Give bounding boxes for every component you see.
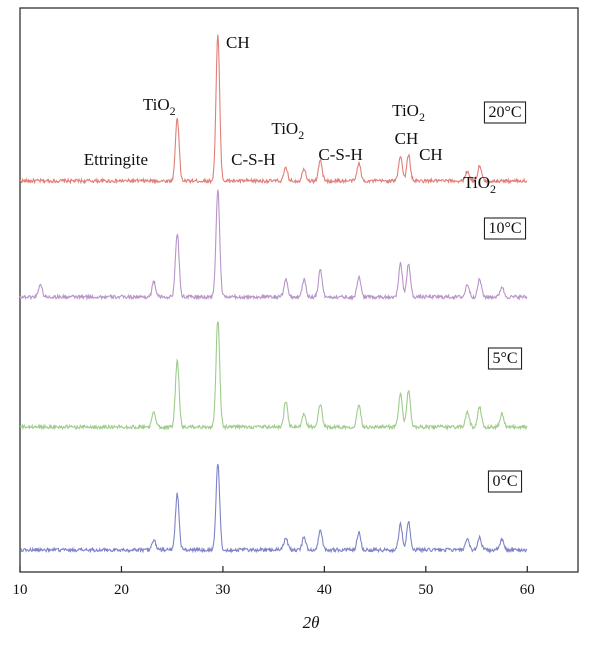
x-tick-label: 40	[317, 582, 332, 598]
series-label-text: 0°C	[492, 473, 517, 490]
x-tick-label: 10	[13, 582, 28, 598]
ticks-layer: 10 20 30 40 50 60	[13, 566, 535, 598]
peak-label: TiO2	[392, 101, 425, 124]
series-label: 20°C	[483, 101, 527, 124]
series-label-text: 10°C	[488, 220, 521, 237]
peak-label: TiO2	[143, 95, 176, 118]
series-label: 10°C	[483, 217, 527, 240]
series-label: 0°C	[487, 470, 523, 493]
x-axis-title: 2θ	[303, 613, 320, 632]
x-tick-label: 30	[215, 582, 230, 598]
x-tick-label: 60	[520, 582, 535, 598]
peak-label: CH	[226, 33, 250, 52]
peak-label: C-S-H	[318, 145, 362, 164]
peak-label: C-S-H	[231, 150, 275, 169]
series-label-box	[487, 470, 523, 493]
series-line-2	[19, 321, 528, 431]
series-line-0	[19, 34, 528, 185]
peak-label: TiO2	[463, 173, 496, 196]
x-tick-label: 50	[418, 582, 433, 598]
labels-layer: 20°C 10°C 5°C 0°C Ettringite TiO2 CH C-S-H TiO2 C…	[84, 33, 527, 493]
series-label: 5°C	[487, 347, 523, 370]
peak-label: Ettringite	[84, 150, 148, 169]
peak-label: CH	[395, 129, 419, 148]
series-label-text: 20°C	[488, 104, 521, 121]
series-line-1	[19, 189, 528, 301]
series-label-text: 5°C	[492, 350, 517, 367]
plot-border	[19, 7, 579, 573]
plot-frame	[19, 7, 579, 573]
peak-label: TiO2	[271, 119, 304, 142]
series-line-3	[19, 463, 528, 554]
x-tick-label: 20	[114, 582, 129, 598]
series-label-box	[483, 101, 527, 124]
series-label-box	[487, 347, 523, 370]
peak-label: CH	[419, 145, 443, 164]
series-layer	[19, 34, 528, 554]
series-label-box	[483, 217, 527, 240]
